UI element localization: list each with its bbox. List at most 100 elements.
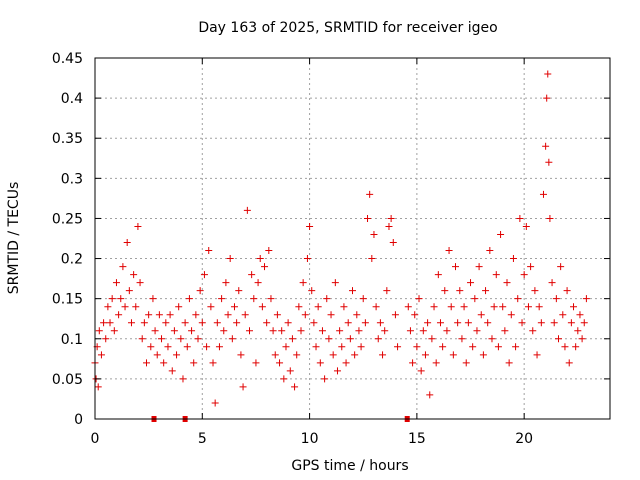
data-point	[447, 303, 455, 311]
y-tick-label: 0.15	[52, 292, 83, 308]
data-point	[458, 335, 466, 343]
data-point	[582, 295, 590, 303]
data-point	[273, 311, 281, 319]
data-point	[325, 335, 333, 343]
data-point	[134, 222, 142, 230]
y-tick-label: 0.1	[61, 332, 83, 348]
x-axis-title: GPS time / hours	[291, 458, 408, 474]
data-point	[477, 311, 485, 319]
data-point	[316, 359, 324, 367]
data-point	[112, 279, 120, 287]
data-point	[104, 303, 112, 311]
y-tick-label: 0.3	[61, 171, 83, 187]
data-point	[209, 359, 217, 367]
data-point	[338, 343, 346, 351]
data-point	[505, 359, 513, 367]
data-point	[349, 287, 356, 295]
data-point	[158, 335, 166, 343]
data-point	[353, 311, 361, 319]
data-point	[454, 319, 462, 327]
data-point	[490, 303, 498, 311]
data-point	[110, 327, 118, 335]
data-point	[297, 327, 305, 335]
data-point	[241, 311, 249, 319]
data-point	[94, 383, 102, 391]
data-point	[211, 399, 219, 407]
data-point	[228, 335, 236, 343]
data-point	[512, 343, 520, 351]
data-point	[436, 319, 444, 327]
data-point	[529, 327, 537, 335]
data-point	[164, 343, 172, 351]
data-point	[409, 359, 417, 367]
data-point	[419, 327, 427, 335]
data-point	[449, 351, 457, 359]
data-point	[233, 319, 241, 327]
data-point	[467, 279, 475, 287]
data-point	[411, 311, 419, 319]
data-point	[117, 295, 125, 303]
data-point	[546, 214, 554, 222]
data-point	[475, 263, 483, 271]
data-point	[314, 303, 322, 311]
data-point	[250, 295, 258, 303]
data-point	[486, 247, 494, 255]
data-point	[372, 303, 380, 311]
data-point	[501, 327, 509, 335]
data-point	[293, 351, 301, 359]
data-point	[537, 319, 545, 327]
data-point	[359, 295, 367, 303]
data-point	[303, 255, 311, 263]
data-point	[550, 319, 558, 327]
data-point	[488, 335, 496, 343]
data-point	[570, 303, 578, 311]
data-point	[306, 222, 314, 230]
data-point	[97, 351, 105, 359]
data-point	[318, 327, 326, 335]
y-tick-label: 0.45	[52, 51, 83, 67]
data-point	[383, 287, 391, 295]
data-point	[291, 383, 299, 391]
data-point	[535, 303, 543, 311]
data-point	[170, 327, 178, 335]
data-point	[125, 287, 133, 295]
data-point	[185, 295, 193, 303]
data-point	[166, 311, 174, 319]
data-point	[329, 351, 337, 359]
data-point	[574, 327, 582, 335]
data-point	[522, 222, 530, 230]
data-point	[288, 335, 296, 343]
data-point	[381, 327, 389, 335]
data-point	[119, 263, 127, 271]
data-point	[271, 351, 279, 359]
data-point	[499, 303, 507, 311]
data-point	[366, 190, 374, 198]
data-point	[357, 343, 365, 351]
data-point	[155, 311, 163, 319]
data-point	[149, 295, 157, 303]
data-point	[205, 247, 213, 255]
data-point	[299, 279, 307, 287]
data-point	[192, 311, 200, 319]
data-point	[179, 375, 187, 383]
data-point	[276, 359, 284, 367]
data-point	[370, 230, 378, 238]
data-point	[143, 359, 150, 367]
data-point	[452, 263, 459, 271]
data-point	[531, 287, 539, 295]
data-point	[136, 279, 144, 287]
data-point	[173, 351, 181, 359]
data-point	[151, 327, 159, 335]
data-point	[518, 319, 526, 327]
x-tick-label: 0	[91, 431, 100, 447]
data-point	[269, 327, 277, 335]
data-point	[497, 230, 505, 238]
data-point	[147, 343, 155, 351]
data-point	[333, 367, 341, 375]
data-point	[284, 319, 292, 327]
data-point	[153, 351, 161, 359]
data-point	[218, 295, 226, 303]
x-tick-label: 10	[301, 431, 319, 447]
data-point	[527, 263, 535, 271]
data-point	[543, 94, 551, 102]
